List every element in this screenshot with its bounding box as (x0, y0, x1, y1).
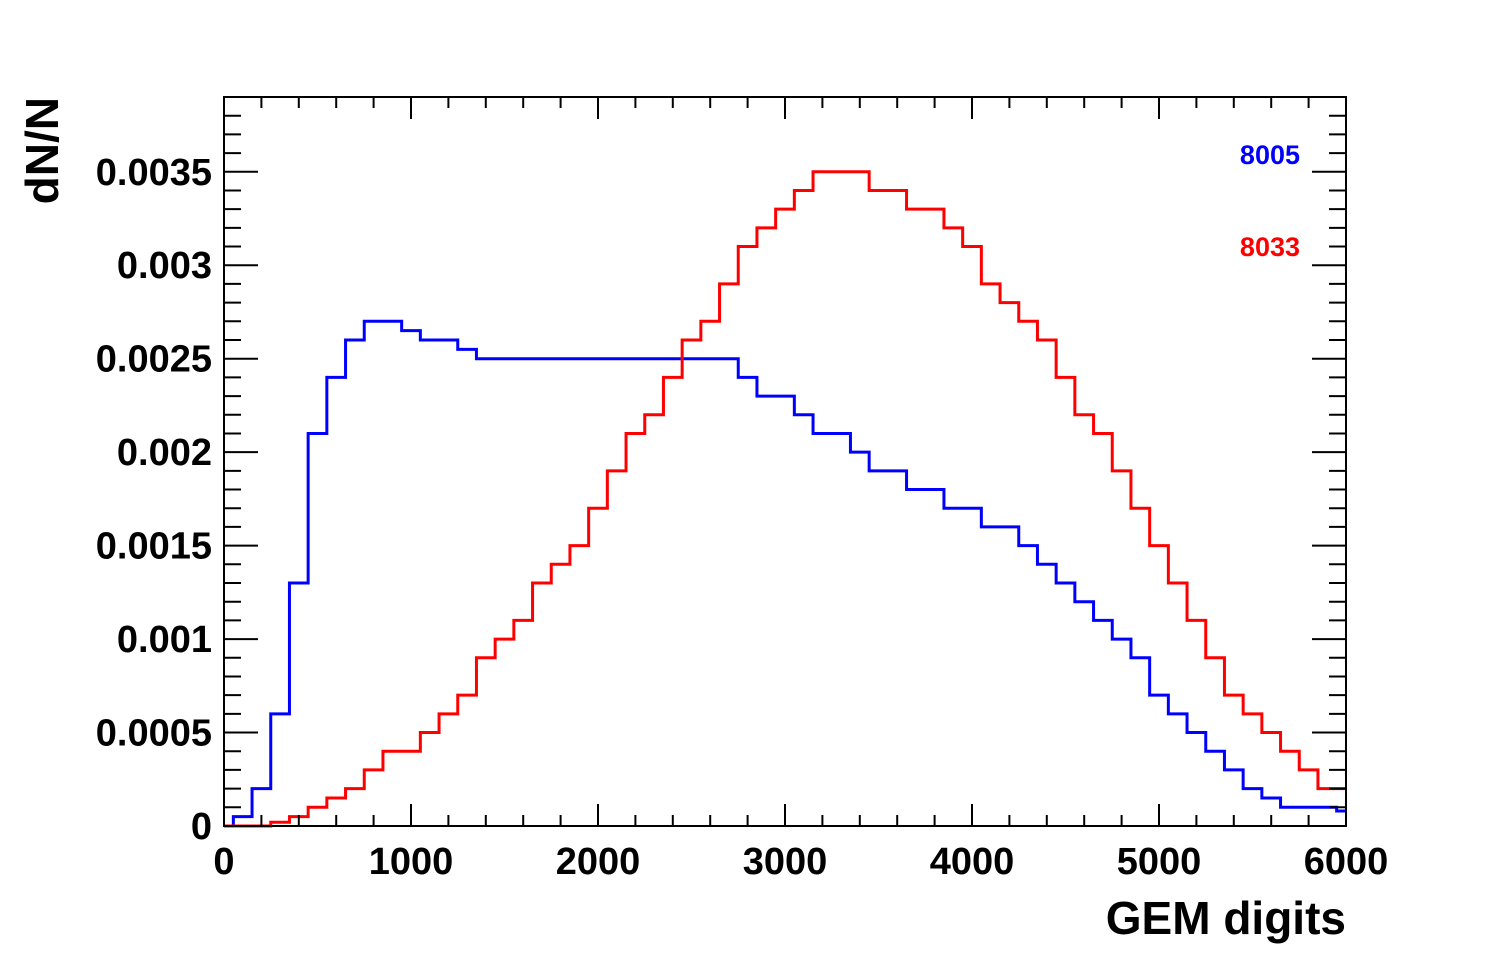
series-line-8005 (224, 319, 1346, 828)
y-tick-label: 0.0035 (96, 152, 212, 194)
x-tick-label: 3000 (743, 841, 828, 883)
y-tick-label: 0.003 (117, 245, 212, 287)
series-line-8033 (224, 170, 1346, 828)
x-tick-label: 0 (213, 841, 234, 883)
x-tick-label: 4000 (930, 841, 1015, 883)
y-axis-tick-labels: 0 0.0005 0.001 0.0015 0.002 0.0025 0.003 0.0035 (96, 152, 212, 848)
y-tick-label: 0 (191, 806, 212, 848)
x-tick-label: 6000 (1304, 841, 1389, 883)
x-axis-ticks (223, 97, 1347, 826)
y-tick-label: 0.0015 (96, 526, 212, 568)
x-axis-title: GEM digits (1106, 892, 1346, 944)
x-axis-tick-labels: 0 1000 2000 3000 4000 5000 6000 (213, 841, 1388, 883)
x-tick-label: 1000 (369, 841, 454, 883)
series-layer (224, 170, 1346, 828)
y-tick-label: 0.001 (117, 619, 212, 661)
legend-entry-8005: 8005 (1240, 140, 1300, 170)
y-tick-label: 0.0025 (96, 339, 212, 381)
plot-frame (223, 96, 1347, 827)
legend-entry-8033: 8033 (1240, 232, 1300, 262)
x-tick-label: 2000 (556, 841, 641, 883)
x-tick-label: 5000 (1117, 841, 1202, 883)
y-tick-label: 0.0005 (96, 713, 212, 755)
y-axis-title: dN/N (16, 97, 68, 204)
y-axis-ticks (224, 96, 1346, 827)
legend: 8005 8033 (1240, 140, 1300, 262)
y-tick-label: 0.002 (117, 432, 212, 474)
